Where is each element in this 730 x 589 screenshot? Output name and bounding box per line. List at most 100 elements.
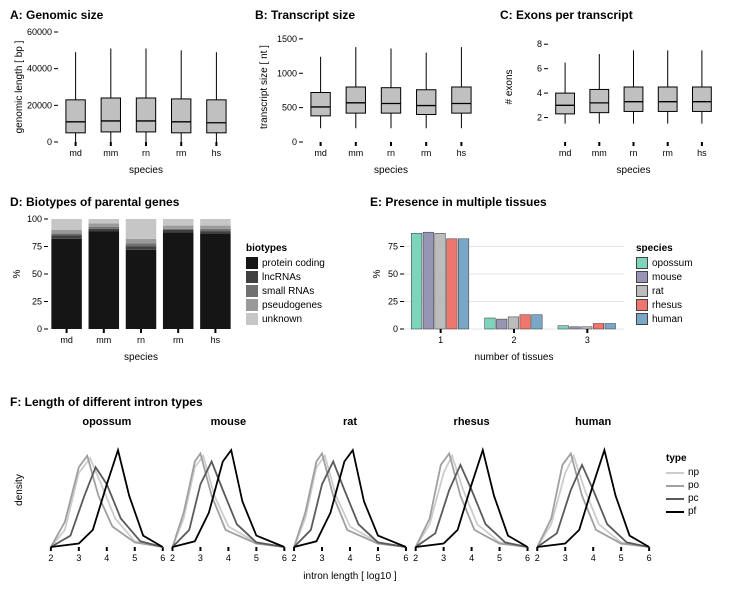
svg-text:50: 50 — [32, 269, 42, 279]
svg-text:6: 6 — [282, 553, 287, 563]
svg-text:5: 5 — [619, 553, 624, 563]
svg-text:4: 4 — [537, 88, 542, 98]
svg-text:6: 6 — [403, 553, 408, 563]
svg-text:5: 5 — [497, 553, 502, 563]
panel-a-chart: 0200004000060000mdmmrnrmhsspeciesgenomic… — [10, 26, 240, 176]
svg-text:3: 3 — [441, 553, 446, 563]
legend-item: mouse — [636, 271, 693, 283]
svg-text:6: 6 — [160, 553, 165, 563]
svg-text:8: 8 — [537, 39, 542, 49]
panel-d-title: D: Biotypes of parental genes — [10, 195, 340, 209]
svg-text:intron length [ log10 ]: intron length [ log10 ] — [303, 571, 397, 582]
svg-text:%: % — [372, 269, 383, 278]
svg-text:rn: rn — [387, 148, 395, 158]
svg-text:rm: rm — [421, 148, 432, 158]
svg-text:2: 2 — [413, 553, 418, 563]
svg-text:1000: 1000 — [277, 68, 297, 78]
svg-text:75: 75 — [388, 242, 398, 252]
svg-text:rhesus: rhesus — [454, 416, 490, 428]
svg-text:rm: rm — [173, 335, 184, 345]
svg-text:1500: 1500 — [277, 34, 297, 44]
panel-e-title: E: Presence in multiple tissues — [370, 195, 720, 209]
legend-item: pf — [666, 506, 699, 517]
svg-text:2: 2 — [511, 335, 516, 345]
svg-text:mm: mm — [103, 148, 118, 158]
svg-text:4: 4 — [469, 553, 474, 563]
svg-text:3: 3 — [320, 553, 325, 563]
legend-item: opossum — [636, 257, 693, 269]
svg-text:3: 3 — [585, 335, 590, 345]
svg-text:human: human — [575, 416, 611, 428]
legend-item: rat — [636, 285, 693, 297]
svg-text:# exons: # exons — [504, 69, 515, 104]
svg-text:md: md — [60, 335, 73, 345]
legend-item: human — [636, 313, 693, 325]
panel-b-title: B: Transcript size — [255, 8, 485, 22]
svg-text:6: 6 — [537, 64, 542, 74]
svg-text:rm: rm — [662, 148, 673, 158]
svg-text:2: 2 — [170, 553, 175, 563]
svg-text:genomic length [ bp ]: genomic length [ bp ] — [14, 40, 25, 133]
svg-text:5: 5 — [254, 553, 259, 563]
svg-text:rat: rat — [343, 416, 357, 428]
svg-text:md: md — [559, 148, 572, 158]
legend-item: lncRNAs — [246, 271, 325, 283]
panel-a-title: A: Genomic size — [10, 8, 240, 22]
svg-text:transcript size [ nt ]: transcript size [ nt ] — [259, 45, 270, 129]
svg-text:species: species — [129, 165, 163, 176]
svg-text:2: 2 — [292, 553, 297, 563]
svg-text:species: species — [124, 352, 158, 363]
svg-text:hs: hs — [212, 148, 222, 158]
svg-text:density: density — [14, 474, 25, 506]
svg-text:2: 2 — [48, 553, 53, 563]
panel-c-chart: 2468mdmmrnrmhsspecies# exons — [500, 26, 725, 176]
legend-item: po — [666, 480, 699, 491]
svg-text:25: 25 — [32, 297, 42, 307]
panel-b-chart: 050010001500mdmmrnrmhsspeciestranscript … — [255, 26, 485, 176]
svg-text:hs: hs — [697, 148, 707, 158]
svg-text:md: md — [314, 148, 327, 158]
legend-item: unknown — [246, 313, 325, 325]
svg-text:rm: rm — [176, 148, 187, 158]
panel-d-legend-title: biotypes — [246, 243, 325, 254]
svg-text:4: 4 — [347, 553, 352, 563]
svg-text:5: 5 — [375, 553, 380, 563]
svg-text:100: 100 — [27, 214, 42, 224]
svg-text:rn: rn — [142, 148, 150, 158]
svg-text:mm: mm — [96, 335, 111, 345]
svg-text:species: species — [617, 165, 651, 176]
panel-f-title: F: Length of different intron types — [10, 395, 720, 409]
svg-text:5: 5 — [132, 553, 137, 563]
svg-text:opossum: opossum — [82, 416, 131, 428]
svg-text:6: 6 — [647, 553, 652, 563]
svg-text:0: 0 — [292, 137, 297, 147]
legend-item: np — [666, 467, 699, 478]
svg-text:number of tissues: number of tissues — [475, 352, 554, 363]
svg-text:mm: mm — [592, 148, 607, 158]
svg-text:4: 4 — [226, 553, 231, 563]
svg-text:75: 75 — [32, 242, 42, 252]
svg-text:20000: 20000 — [27, 100, 52, 110]
panel-f-legend-title: type — [666, 453, 699, 464]
svg-text:mouse: mouse — [211, 416, 246, 428]
svg-text:3: 3 — [76, 553, 81, 563]
legend-item: pc — [666, 493, 699, 504]
svg-text:rn: rn — [137, 335, 145, 345]
svg-text:6: 6 — [525, 553, 530, 563]
svg-text:0: 0 — [47, 137, 52, 147]
svg-text:%: % — [12, 269, 23, 278]
svg-text:4: 4 — [104, 553, 109, 563]
svg-text:500: 500 — [282, 103, 297, 113]
legend-item: protein coding — [246, 257, 325, 269]
svg-text:species: species — [374, 165, 408, 176]
legend-item: small RNAs — [246, 285, 325, 297]
svg-text:md: md — [69, 148, 82, 158]
svg-text:hs: hs — [457, 148, 467, 158]
svg-text:0: 0 — [393, 324, 398, 334]
svg-text:2: 2 — [535, 553, 540, 563]
svg-text:rn: rn — [629, 148, 637, 158]
svg-text:60000: 60000 — [27, 27, 52, 37]
svg-text:3: 3 — [198, 553, 203, 563]
svg-text:hs: hs — [211, 335, 221, 345]
legend-item: rhesus — [636, 299, 693, 311]
